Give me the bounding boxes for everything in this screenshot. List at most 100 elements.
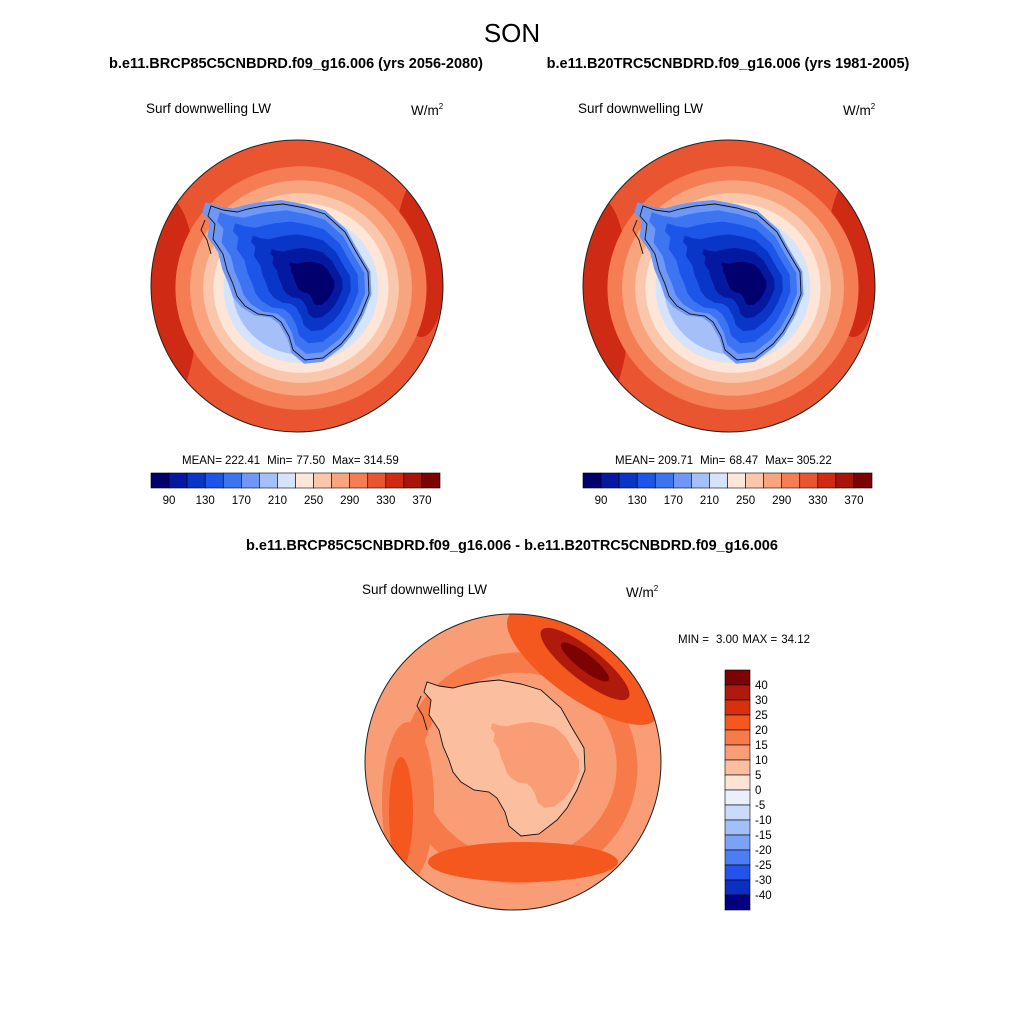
control-colorbar-box: [673, 472, 692, 489]
difference-colorbar-tick-label: -10: [755, 815, 772, 827]
case-colorbar-box: [385, 472, 405, 489]
difference-colorbar-box: [724, 669, 751, 686]
difference-colorbar-box: [724, 744, 751, 761]
difference-warm-band: [428, 842, 618, 882]
case-peninsula-coastline: [200, 219, 212, 255]
control-colorbar-box: [745, 472, 764, 489]
case-polar-map: [150, 139, 444, 433]
case-colorbar-tick-label: 210: [268, 495, 287, 507]
control-colorbar-box: [799, 472, 819, 489]
case-colorbar-box: [259, 472, 278, 489]
control-colorbar-box: [853, 472, 873, 489]
case-colorbar-box: [403, 472, 423, 489]
difference-colorbar-box: [724, 699, 751, 716]
case-colorbar-box: [313, 472, 332, 489]
case-colorbar-tick-label: 90: [163, 495, 176, 507]
difference-units-label: W/m2: [626, 584, 659, 600]
difference-colorbar-box: [724, 729, 751, 746]
control-colorbar-tick-label: 290: [772, 495, 791, 507]
difference-colorbar-tick-label: 15: [755, 740, 768, 752]
case-colorbar-box: [277, 472, 296, 489]
difference-colorbar-box: [724, 894, 751, 911]
control-colorbar-tick-label: 130: [628, 495, 647, 507]
case-colorbar-box: [222, 472, 242, 489]
difference-variable-label: Surf downwelling LW: [362, 582, 487, 597]
difference-map-border: [364, 613, 662, 911]
difference-colorbar-tick-label: 20: [755, 725, 768, 737]
difference-colorbar-box: [724, 804, 751, 821]
difference-colorbar-tick-label: -20: [755, 845, 772, 857]
difference-colorbar: 40 30 25 20 15 10 5 0 -5 -10 -15 -20 -25 -30 -40: [724, 669, 772, 911]
difference-peninsula-coastline: [416, 695, 428, 731]
control-colorbar-box: [600, 472, 620, 489]
case-colorbar-tick-label: 370: [412, 495, 431, 507]
control-colorbar: 90 130 170 210 250 290 330 370: [582, 472, 873, 507]
control-peninsula-coastline: [632, 219, 644, 255]
difference-title: b.e11.BRCP85C5CNBDRD.f09_g16.006 - b.e11…: [246, 538, 778, 554]
difference-colorbar-box: [724, 879, 751, 896]
difference-hot-core: [560, 642, 610, 682]
difference-colorbar-box: [724, 849, 751, 866]
control-colorbar-box: [691, 472, 710, 489]
control-colorbar-box: [835, 472, 855, 489]
case-map-border: [150, 139, 444, 433]
difference-colorbar-tick-label: -15: [755, 830, 772, 842]
difference-warm-band: [389, 757, 413, 867]
control-colorbar-box: [582, 472, 602, 489]
control-units-label: W/m2: [843, 102, 876, 118]
control-colorbar-box: [618, 472, 638, 489]
control-colorbar-tick-label: 210: [700, 495, 719, 507]
control-colorbar-tick-label: 330: [808, 495, 827, 507]
difference-colorbar-box: [724, 714, 751, 731]
difference-colorbar-tick-label: 0: [755, 785, 761, 797]
case-colorbar-box: [204, 472, 224, 489]
difference-colorbar-box: [724, 819, 751, 836]
control-colorbar-box: [763, 472, 782, 489]
difference-colorbar-tick-label: -40: [755, 890, 772, 902]
control-colorbar-box: [709, 472, 728, 489]
difference-colorbar-box: [724, 759, 751, 776]
difference-colorbar-tick-label: 25: [755, 710, 768, 722]
case-colorbar-box: [367, 472, 387, 489]
control-colorbar-tick-label: 370: [844, 495, 863, 507]
control-colorbar-box: [727, 472, 746, 489]
difference-colorbar-tick-label: 10: [755, 755, 768, 767]
difference-colorbar-tick-label: 30: [755, 695, 768, 707]
difference-colorbar-box: [724, 864, 751, 881]
case-title: b.e11.BRCP85C5CNBDRD.f09_g16.006 (yrs 20…: [109, 56, 483, 72]
difference-colorbar-box: [724, 834, 751, 851]
control-colorbar-box: [654, 472, 674, 489]
case-colorbar-box: [331, 472, 350, 489]
control-colorbar-tick-label: 250: [736, 495, 755, 507]
control-colorbar-box: [636, 472, 656, 489]
case-colorbar-box: [241, 472, 260, 489]
difference-stats: MIN = 3.00 MAX = 34.12: [678, 634, 810, 646]
control-variable-label: Surf downwelling LW: [578, 101, 703, 116]
case-colorbar-box: [168, 472, 188, 489]
control-map-border: [582, 139, 876, 433]
difference-colorbar-box: [724, 774, 751, 791]
case-stats: MEAN= 222.41 Min= 77.50 Max= 314.59: [182, 455, 399, 467]
difference-colorbar-tick-label: 40: [755, 680, 768, 692]
control-stats: MEAN= 209.71 Min= 68.47 Max= 305.22: [615, 455, 832, 467]
case-units-label: W/m2: [411, 102, 444, 118]
case-colorbar: 90 130 170 210 250 290 330 370: [150, 472, 441, 507]
case-colorbar-tick-label: 130: [196, 495, 215, 507]
control-colorbar-box: [781, 472, 801, 489]
difference-colorbar-tick-label: -25: [755, 860, 772, 872]
difference-colorbar-box: [724, 789, 751, 806]
case-colorbar-tick-label: 290: [340, 495, 359, 507]
control-polar-map: [582, 139, 876, 433]
case-colorbar-tick-label: 170: [232, 495, 251, 507]
case-colorbar-box: [349, 472, 369, 489]
case-colorbar-tick-label: 330: [376, 495, 395, 507]
case-colorbar-box: [295, 472, 314, 489]
season-title: SON: [484, 18, 540, 48]
case-variable-label: Surf downwelling LW: [146, 101, 271, 116]
difference-colorbar-tick-label: -5: [755, 800, 765, 812]
difference-colorbar-tick-label: -30: [755, 875, 772, 887]
case-colorbar-box: [421, 472, 441, 489]
difference-polar-map: [364, 613, 662, 911]
